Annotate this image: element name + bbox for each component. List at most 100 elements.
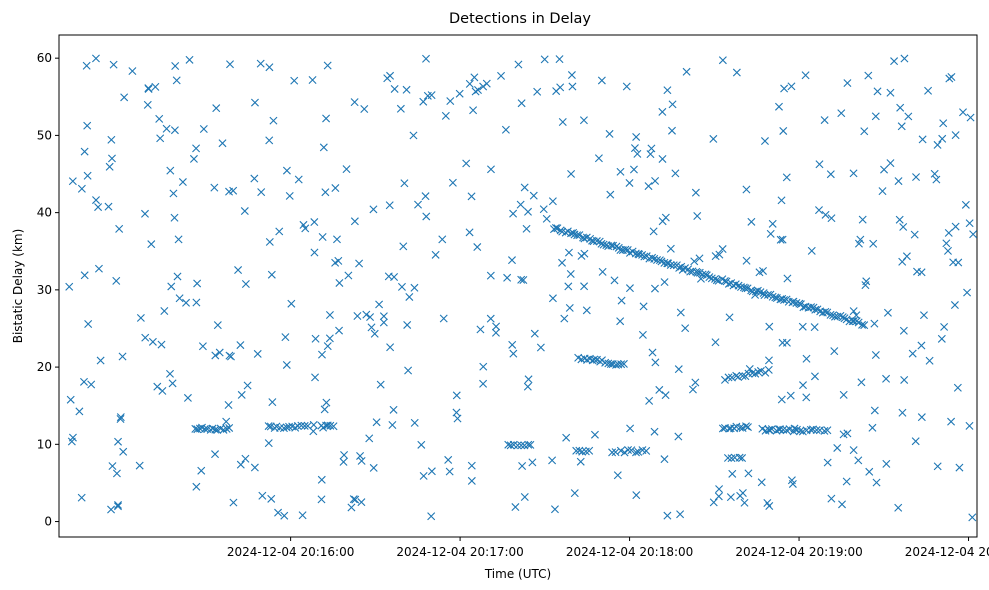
clutter-point: [350, 217, 359, 226]
track-point: [208, 424, 217, 433]
clutter-point: [265, 63, 274, 72]
clutter-point: [107, 154, 116, 163]
clutter-point: [524, 207, 532, 216]
track-point: [624, 445, 633, 454]
clutter-point: [939, 119, 948, 128]
clutter-point: [241, 454, 250, 463]
clutter-point: [340, 451, 349, 460]
clutter-point: [462, 159, 471, 168]
clutter-point: [711, 338, 720, 347]
clutter-point: [968, 513, 977, 522]
clutter-point: [158, 386, 167, 395]
track-point: [225, 423, 234, 432]
x-tick-label: 2024-12-04 20:18:00: [566, 545, 693, 559]
clutter-point: [198, 342, 207, 351]
clutter-point: [192, 482, 201, 491]
clutter-point: [933, 140, 942, 149]
clutter-point: [400, 179, 409, 188]
clutter-point: [856, 235, 865, 244]
clutter-point: [872, 478, 881, 487]
clutter-point: [691, 378, 700, 387]
clutter-point: [900, 54, 909, 63]
track-point: [575, 231, 584, 240]
clutter-point: [594, 154, 603, 163]
track-point: [767, 425, 776, 434]
clutter-point: [963, 288, 972, 297]
clutter-point: [172, 76, 181, 85]
clutter-point: [107, 135, 116, 144]
clutter-point: [222, 417, 231, 426]
track-point: [763, 290, 772, 299]
clutter-point: [113, 502, 122, 511]
clutter-point: [68, 177, 77, 186]
clutter-point: [104, 202, 113, 211]
clutter-point: [688, 385, 697, 394]
track-point: [632, 448, 640, 457]
clutter-point: [114, 437, 123, 446]
x-axis-label: Time (UTC): [484, 567, 551, 581]
clutter-point: [467, 461, 476, 470]
clutter-point: [280, 511, 289, 520]
clutter-point: [646, 150, 655, 159]
clutter-point: [718, 245, 727, 254]
track-point: [585, 446, 594, 455]
clutter-point: [399, 242, 408, 251]
clutter-point: [925, 356, 934, 365]
track-point: [592, 237, 601, 246]
clutter-point: [240, 207, 249, 216]
clutter-point: [564, 282, 573, 291]
clutter-point: [486, 271, 495, 280]
clutter-point: [597, 76, 606, 85]
clutter-point: [452, 391, 461, 400]
track-point: [724, 373, 733, 382]
track-point: [193, 425, 202, 434]
clutter-point: [899, 326, 908, 335]
clutter-point: [469, 106, 478, 115]
clutter-point: [369, 463, 378, 472]
clutter-point: [782, 173, 791, 182]
clutter-point: [128, 67, 137, 76]
clutter-point: [282, 166, 291, 175]
clutter-point: [860, 127, 869, 136]
clutter-point: [826, 170, 835, 179]
track-point: [264, 422, 273, 431]
clutter-point: [617, 296, 626, 305]
clutter-point: [801, 71, 810, 80]
clutter-point: [275, 227, 284, 236]
clutter-point: [229, 498, 238, 507]
clutter-point: [339, 457, 348, 466]
clutter-point: [465, 228, 474, 237]
clutter-point: [965, 421, 974, 430]
clutter-point: [210, 183, 219, 192]
clutter-point: [274, 508, 283, 517]
clutter-point: [192, 144, 201, 153]
clutter-point: [944, 228, 953, 237]
clutter-point: [294, 175, 303, 184]
clutter-point: [933, 462, 942, 471]
clutter-point: [290, 76, 299, 85]
clutter-point: [919, 311, 928, 320]
clutter-point: [155, 114, 164, 123]
clutter-point: [153, 382, 162, 391]
clutter-point: [170, 213, 179, 222]
clutter-point: [109, 60, 118, 69]
clutter-point: [211, 351, 220, 360]
clutter-point: [479, 379, 488, 388]
clutter-point: [331, 258, 340, 267]
clutter-point: [959, 108, 967, 117]
clutter-point: [250, 463, 259, 472]
clutter-point: [830, 347, 839, 356]
clutter-point: [651, 176, 660, 185]
clutter-point: [147, 240, 156, 249]
track-point: [840, 314, 849, 323]
clutter-point: [518, 461, 527, 470]
clutter-point: [520, 183, 529, 192]
track-point: [619, 359, 628, 368]
track-point: [293, 422, 302, 430]
clutter-point: [709, 498, 718, 507]
clutter-point: [827, 214, 836, 223]
clutter-point: [156, 134, 165, 143]
clutter-point: [267, 494, 276, 503]
clutter-point: [616, 317, 625, 326]
